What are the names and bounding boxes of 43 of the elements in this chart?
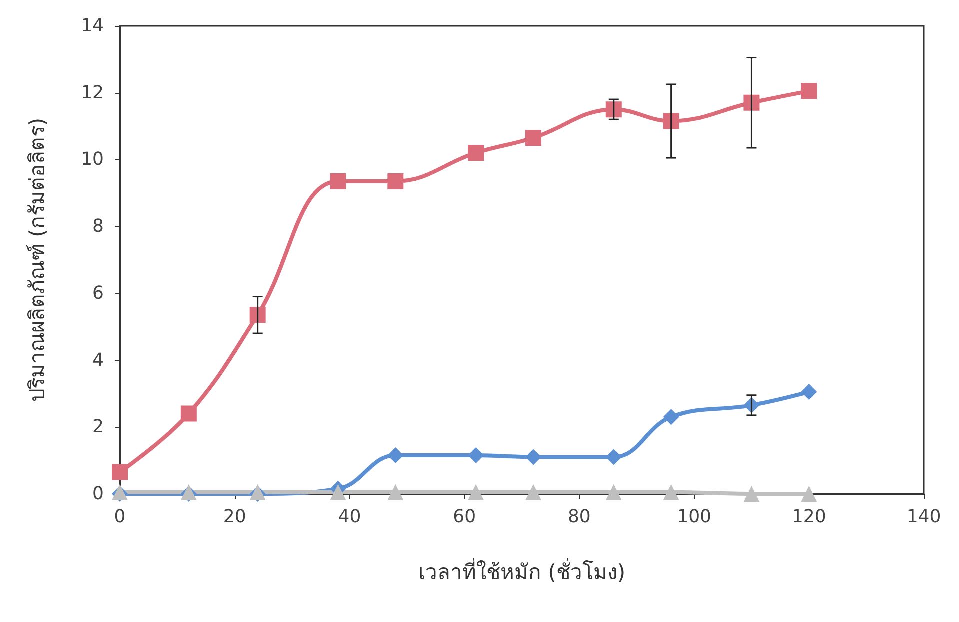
point [801, 486, 818, 502]
point [388, 484, 404, 500]
point [388, 448, 404, 464]
y-tick-label: 8 [92, 216, 104, 238]
x-tick-label: 60 [453, 506, 476, 528]
point [525, 449, 542, 466]
point [744, 486, 760, 502]
y-axis-title: ปริมาณผลิตภัณฑ์ (กรัมต่อลิตร) [26, 118, 50, 402]
x-axis-title: เวลาที่ใช้หมัก (ชั่วโมง) [418, 558, 626, 584]
point [330, 173, 346, 190]
point [663, 113, 680, 130]
point [801, 384, 818, 400]
point [606, 102, 622, 118]
point [250, 307, 266, 324]
point [112, 464, 128, 480]
y-tick-label: 4 [92, 350, 104, 371]
y-tick-label: 0 [92, 484, 104, 504]
x-tick-label: 40 [338, 506, 362, 528]
point [388, 173, 404, 190]
x-tick-label: 20 [223, 506, 246, 528]
x-tick-label: 80 [568, 506, 591, 528]
point [525, 484, 542, 500]
point [744, 94, 760, 111]
point [663, 484, 680, 500]
x-tick-label: 140 [906, 506, 942, 528]
point [330, 484, 346, 500]
point [180, 406, 197, 422]
y-tick-label: 10 [81, 149, 104, 170]
point [468, 448, 484, 464]
point [468, 484, 484, 500]
y-tick-label: 12 [81, 82, 104, 104]
y-tick-label: 6 [92, 282, 104, 304]
point [525, 130, 542, 146]
point [801, 83, 818, 100]
point [606, 484, 622, 500]
point [606, 449, 622, 466]
point [468, 145, 484, 162]
x-tick-label: 0 [114, 506, 126, 528]
point [663, 409, 680, 426]
x-tick-label: 100 [677, 506, 712, 528]
y-tick-label: 2 [92, 416, 104, 438]
y-tick-label: 14 [81, 16, 104, 36]
x-tick-label: 120 [792, 506, 826, 528]
